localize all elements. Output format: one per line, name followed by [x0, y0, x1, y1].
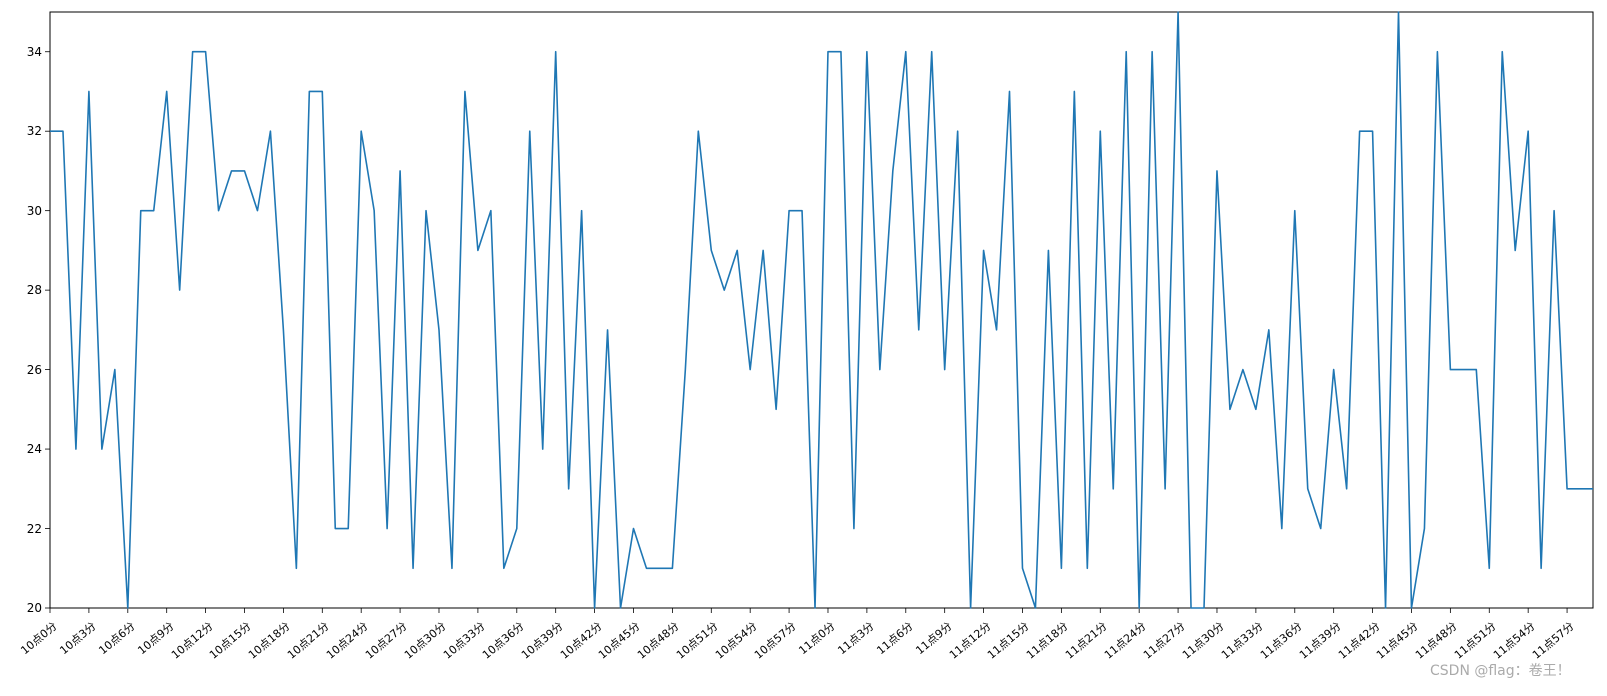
chart-container: 2022242628303234 10点0分10点3分10点6分10点9分10点…	[0, 0, 1607, 696]
y-tick-label: 20	[27, 601, 42, 615]
y-tick-label: 22	[27, 522, 42, 536]
y-tick-label: 26	[27, 363, 42, 377]
y-tick-label: 24	[27, 442, 42, 456]
y-tick-label: 34	[27, 45, 42, 59]
line-chart	[0, 0, 1607, 696]
data-line	[50, 12, 1593, 608]
y-tick-label: 30	[27, 204, 42, 218]
y-tick-label: 28	[27, 283, 42, 297]
y-tick-label: 32	[27, 124, 42, 138]
